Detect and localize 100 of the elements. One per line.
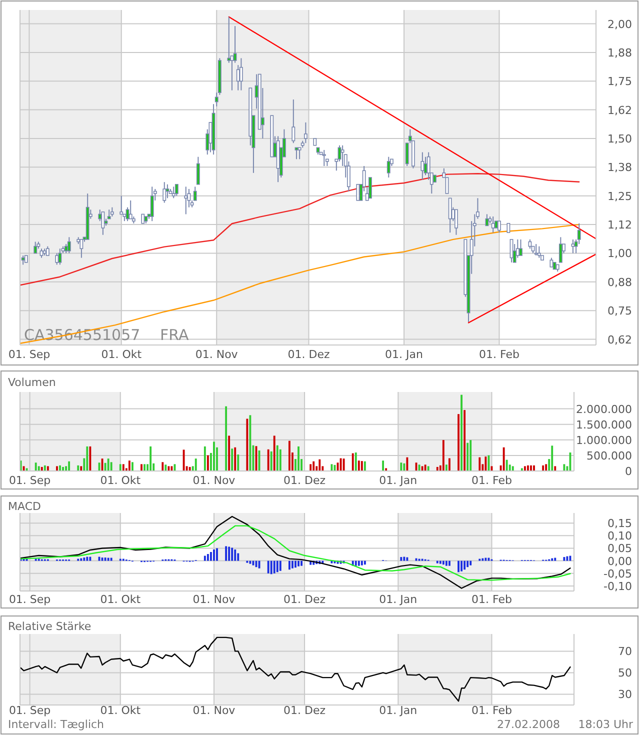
y-tick-label: 1.500.000 <box>576 418 632 432</box>
candlestick <box>485 214 489 226</box>
y-tick-label: 1,88 <box>608 46 632 60</box>
x-tick-label: 01. Nov <box>195 348 238 361</box>
line-series <box>20 516 571 589</box>
candlestick <box>184 186 188 215</box>
x-tick-label: 01. Okt <box>100 593 142 606</box>
x-tick-label: 01. Jan <box>379 704 418 717</box>
y-tick-label: -0,10 <box>604 580 632 593</box>
y-tick-label: 2,00 <box>608 18 632 31</box>
candlestick <box>519 238 522 256</box>
candlestick <box>40 248 44 258</box>
candlestick <box>128 200 132 220</box>
candlestick <box>304 122 308 144</box>
candlestick <box>64 244 68 254</box>
y-tick-label: 0,88 <box>608 276 632 289</box>
x-tick-label: 01. Jan <box>379 474 418 487</box>
candlestick <box>227 16 231 64</box>
candlestick <box>80 238 84 258</box>
y-tick-label: 1,12 <box>608 218 632 232</box>
y-tick-label: 2.000.000 <box>576 402 632 416</box>
line-series <box>20 525 571 581</box>
line-series <box>20 636 571 702</box>
y-tick-label: 1,75 <box>608 75 632 88</box>
y-tick-label: 1,38 <box>608 161 632 174</box>
x-tick-label: 01. Nov <box>192 593 236 606</box>
text: Intervall: Tæglich <box>8 718 104 731</box>
candlestick <box>506 222 510 233</box>
text: 27.02.2008 <box>497 718 560 731</box>
y-tick-label: 1,00 <box>608 247 632 260</box>
candlestick <box>340 144 344 167</box>
candlestick <box>21 255 25 266</box>
y-tick-label: 0,62 <box>608 333 632 346</box>
x-tick-label: 01. Okt <box>100 704 142 717</box>
x-tick-label: 01. Dez <box>284 704 326 717</box>
candlestick <box>322 149 326 167</box>
candlestick <box>67 236 71 254</box>
x-tick-label: 01. Feb <box>471 474 512 487</box>
x-tick-label: 01. Nov <box>192 474 236 487</box>
y-tick-label: 1,25 <box>608 190 632 203</box>
x-tick-label: 01. Feb <box>471 704 512 717</box>
y-tick-label: 0,05 <box>608 542 632 556</box>
candlestick <box>537 246 541 258</box>
candlestick <box>454 209 458 236</box>
candlestick <box>46 246 50 256</box>
x-tick-label: 01. Okt <box>101 348 142 361</box>
y-tick-label: 0,10 <box>608 530 632 543</box>
y-tick-label: 500.000 <box>586 449 632 462</box>
y-tick-label: 1.000.000 <box>576 434 632 447</box>
annotation: FRA <box>160 326 190 344</box>
candlestick <box>120 195 124 215</box>
candlestick <box>162 182 166 204</box>
y-tick-label: 70 <box>618 645 632 658</box>
x-tick-label: 01. Feb <box>471 593 512 606</box>
candlestick <box>107 209 111 220</box>
candlestick <box>292 98 296 144</box>
candlestick <box>196 156 200 185</box>
candlestick <box>420 152 424 180</box>
x-tick-label: 01. Jan <box>379 593 418 606</box>
x-tick-label: 01. Dez <box>288 348 330 361</box>
x-tick-label: 01. Dez <box>284 474 326 487</box>
text: 18:03 Uhr <box>578 718 634 731</box>
chart-title: Relative Stärke <box>8 620 92 633</box>
candlestick <box>491 216 495 234</box>
x-tick-label: 01. Sep <box>8 593 51 606</box>
candlestick <box>528 238 532 250</box>
candlestick <box>101 211 105 236</box>
y-tick-label: 0,75 <box>608 304 632 318</box>
candlestick <box>34 241 38 254</box>
x-tick-label: 01. Sep <box>8 348 50 361</box>
candlestick <box>150 186 154 222</box>
candlestick <box>294 147 298 160</box>
x-tick-label: 01. Dez <box>284 593 326 606</box>
candlestick <box>424 156 428 176</box>
x-tick-label: 01. Nov <box>192 704 236 717</box>
x-tick-label: 01. Jan <box>385 348 423 361</box>
candlestick <box>166 184 170 199</box>
candlestick <box>239 58 243 91</box>
candlestick <box>571 238 575 254</box>
y-tick-label: 1,62 <box>608 104 632 117</box>
x-tick-label: 01. Feb <box>479 348 520 361</box>
y-tick-label: 50 <box>618 666 632 680</box>
candlestick <box>233 26 237 64</box>
x-tick-label: 01. Sep <box>8 704 51 717</box>
y-tick-label: 0,00 <box>608 554 632 568</box>
candlestick <box>110 206 114 218</box>
y-tick-label: 0 <box>625 465 632 478</box>
y-tick-label: -0,05 <box>604 567 632 580</box>
candlestick <box>498 220 501 234</box>
candlestick <box>172 186 176 199</box>
x-tick-label: 01. Sep <box>8 474 51 487</box>
candlestick <box>356 184 360 201</box>
candlestick <box>141 214 145 224</box>
y-tick-label: 1,50 <box>608 132 632 146</box>
chart-title: MACD <box>8 500 41 513</box>
candlestick <box>448 198 452 234</box>
chart-title: Volumen <box>8 376 56 389</box>
candlestick <box>55 252 59 266</box>
x-tick-label: 01. Okt <box>100 474 142 487</box>
candlestick <box>386 156 390 178</box>
